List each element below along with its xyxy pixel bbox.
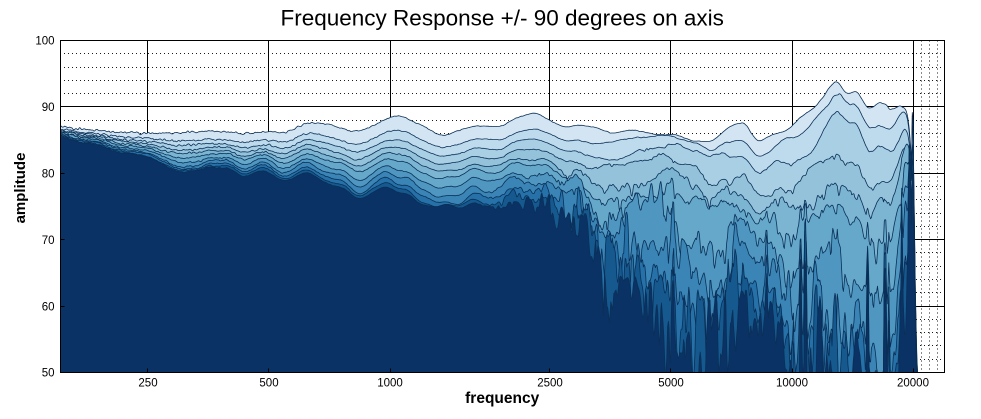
svg-text:amplitude: amplitude: [12, 153, 29, 224]
svg-text:5000: 5000: [658, 378, 684, 390]
svg-text:20000: 20000: [897, 378, 929, 390]
svg-text:60: 60: [42, 301, 55, 313]
svg-text:Frequency Response +/- 90 degr: Frequency Response +/- 90 degrees on axi…: [281, 6, 724, 31]
svg-text:frequency: frequency: [465, 390, 539, 407]
svg-text:90: 90: [42, 102, 55, 114]
svg-text:80: 80: [42, 169, 55, 181]
svg-text:250: 250: [138, 378, 157, 390]
svg-text:1000: 1000: [377, 378, 403, 390]
svg-text:10000: 10000: [776, 378, 808, 390]
svg-text:2500: 2500: [537, 378, 563, 390]
svg-text:100: 100: [35, 36, 54, 48]
svg-text:50: 50: [42, 368, 55, 380]
svg-text:70: 70: [42, 235, 55, 247]
svg-text:500: 500: [259, 378, 278, 390]
